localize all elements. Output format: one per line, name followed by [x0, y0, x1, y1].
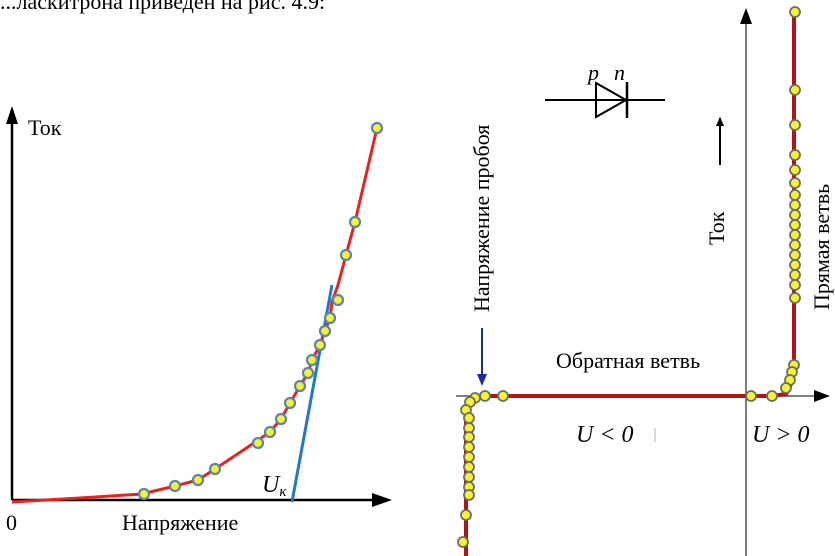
diode-symbol-icon [545, 81, 665, 119]
measurement-point [789, 292, 801, 304]
left-x-axis-arrow-icon [372, 493, 392, 507]
reverse-branch-label: Обратная ветвь [556, 348, 700, 373]
measurement-point [301, 366, 315, 380]
measurement-point [137, 487, 151, 501]
threshold-voltage-subscript: к [279, 484, 287, 500]
measurement-point [168, 479, 182, 493]
forward-branch-label: Прямая ветвь [809, 184, 834, 310]
measurement-point [460, 509, 472, 521]
measurement-point [313, 338, 327, 352]
measurement-point [789, 219, 801, 231]
left-origin-label: 0 [6, 510, 17, 535]
measurement-point [789, 149, 801, 161]
right-current-label: Ток [704, 211, 729, 245]
measurement-point [789, 229, 801, 241]
diode-n-label: n [614, 60, 625, 85]
measurement-point [789, 189, 801, 201]
measurement-point [457, 536, 469, 548]
reverse-branch-curve [464, 394, 753, 556]
measurement-point [463, 412, 475, 424]
left-y-axis-label: Ток [28, 115, 62, 140]
measurement-point [479, 390, 491, 402]
measurement-point [789, 259, 801, 271]
measurement-point [745, 390, 757, 402]
left-markers [137, 121, 384, 501]
right-diagram: p n Ток Напряжение пробоя Прямая ветвь О… [456, 6, 834, 556]
measurement-point [339, 248, 353, 262]
left-y-axis-arrow-icon [6, 106, 18, 124]
measurement-point [370, 121, 384, 135]
right-markers [457, 6, 801, 548]
measurement-point [348, 215, 362, 229]
measurement-point [263, 425, 277, 439]
breakdown-arrow-head-icon [477, 374, 487, 386]
measurement-point [789, 209, 801, 221]
forward-branch-curve [753, 8, 796, 398]
right-horizontal-axis-arrow-icon [814, 390, 830, 402]
breakdown-voltage-label: Напряжение пробоя [469, 125, 494, 312]
measurement-point [323, 311, 337, 325]
measurement-point [789, 164, 801, 176]
measurement-point [766, 390, 778, 402]
measurement-point [463, 451, 475, 463]
measurement-point [789, 249, 801, 261]
left-diagram: Ток 0 Напряжение Uк [6, 106, 392, 535]
measurement-point [789, 177, 801, 189]
measurement-point [789, 6, 801, 18]
measurement-point [463, 461, 475, 473]
measurement-point [305, 353, 319, 367]
measurement-point [780, 382, 792, 394]
right-vertical-axis-arrow-icon [740, 8, 752, 24]
measurement-point [497, 390, 509, 402]
threshold-voltage-label: Uк [262, 472, 287, 500]
measurement-point [789, 199, 801, 211]
measurement-point [463, 471, 475, 483]
measurement-point [789, 119, 801, 131]
measurement-point [463, 431, 475, 443]
negative-voltage-label: U < 0 [576, 422, 634, 448]
measurement-point [789, 84, 801, 96]
measurement-point [293, 379, 307, 393]
measurement-point [789, 279, 801, 291]
measurement-point [331, 293, 345, 307]
left-x-axis-label: Напряжение [122, 510, 238, 535]
header-text: ...ласкитрона приведен на рис. 4.9: [0, 0, 326, 14]
measurement-point [463, 489, 475, 501]
measurement-point [789, 239, 801, 251]
threshold-voltage-symbol: U [262, 472, 281, 498]
measurement-point [251, 436, 265, 450]
measurement-point [274, 412, 288, 426]
measurement-point [191, 473, 205, 487]
diode-p-label: p [586, 60, 599, 85]
measurement-point [283, 396, 297, 410]
measurement-point [208, 462, 222, 476]
characteristic-curve [11, 127, 379, 504]
measurement-point [463, 441, 475, 453]
measurement-point [318, 324, 332, 338]
positive-voltage-label: U > 0 [752, 422, 810, 448]
measurement-point [789, 269, 801, 281]
